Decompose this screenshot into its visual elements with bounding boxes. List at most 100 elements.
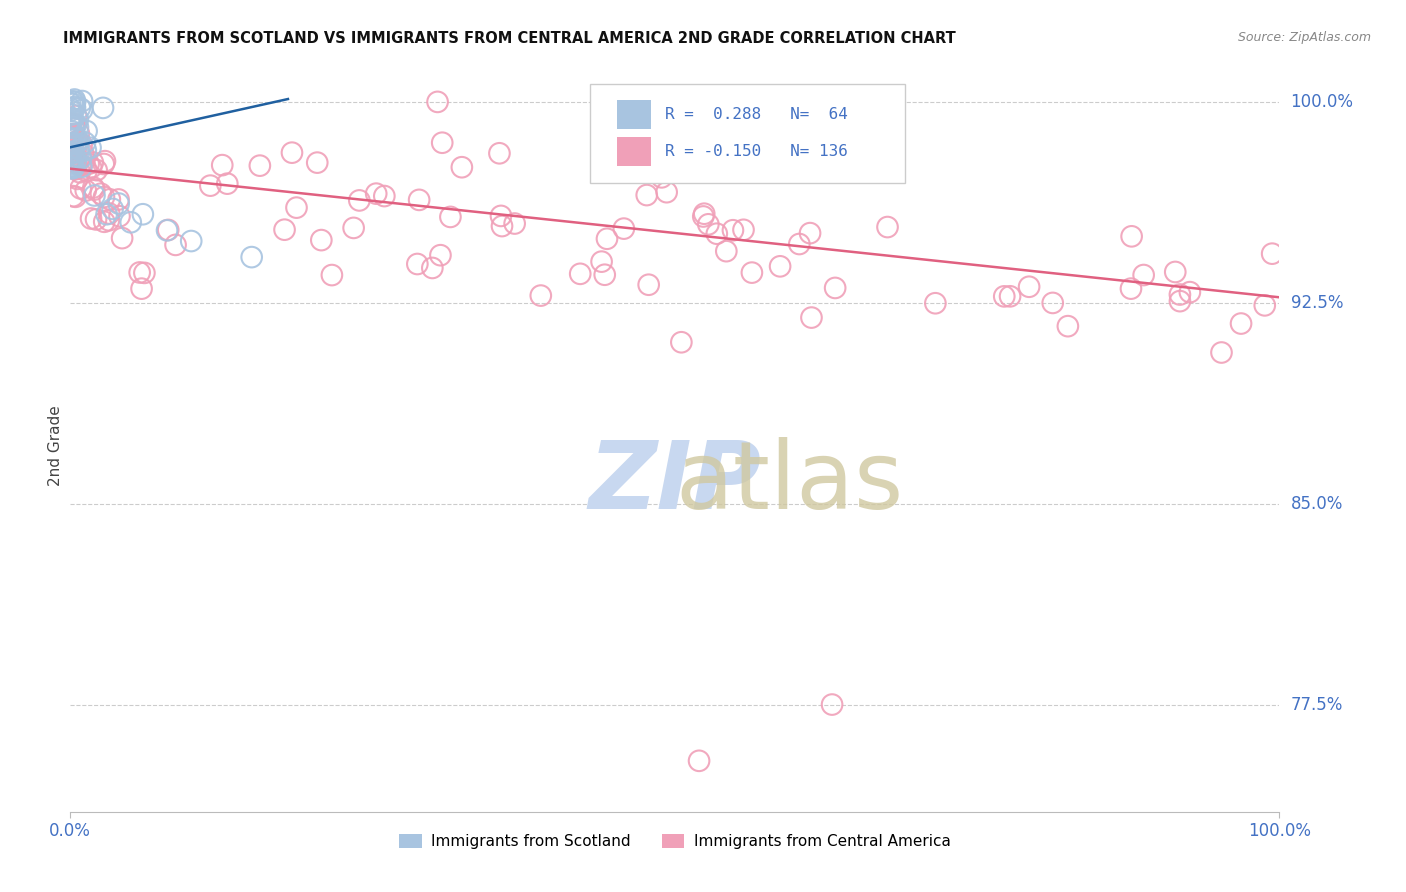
Point: [82, 180, 104, 194]
Point: [769, 260, 792, 274]
Text: IMMIGRANTS FROM SCOTLAND VS IMMIGRANTS FROM CENTRAL AMERICA 2ND GRADE CORRELATIO: IMMIGRANTS FROM SCOTLAND VS IMMIGRANTS F…: [63, 31, 956, 46]
Point: [821, 698, 844, 712]
Text: atlas: atlas: [675, 436, 903, 529]
Point: [406, 257, 429, 271]
Point: [429, 248, 451, 262]
Point: [83, 188, 105, 202]
Point: [90, 186, 112, 201]
Point: [75, 136, 97, 150]
Point: [65, 154, 87, 169]
Point: [63, 117, 86, 131]
Text: 85.0%: 85.0%: [1291, 494, 1343, 513]
Point: [800, 310, 823, 325]
Point: [60, 157, 83, 171]
Point: [693, 207, 716, 221]
Point: [799, 226, 821, 240]
Point: [273, 222, 295, 236]
Point: [62, 142, 84, 156]
Point: [1261, 246, 1284, 260]
Point: [60, 161, 83, 175]
Point: [65, 136, 87, 151]
Point: [636, 188, 658, 202]
Point: [530, 288, 553, 302]
Point: [70, 152, 93, 166]
Point: [1018, 279, 1040, 293]
Point: [131, 282, 153, 296]
Point: [60, 145, 83, 160]
Point: [69, 165, 91, 179]
Point: [1230, 317, 1253, 331]
Point: [688, 754, 710, 768]
Point: [66, 172, 89, 186]
Point: [217, 177, 239, 191]
Point: [200, 178, 222, 193]
Point: [67, 133, 90, 147]
Point: [591, 254, 613, 268]
Legend: Immigrants from Scotland, Immigrants from Central America: Immigrants from Scotland, Immigrants fro…: [394, 828, 956, 855]
Point: [63, 128, 86, 142]
Point: [165, 238, 187, 252]
Point: [65, 118, 87, 132]
Point: [77, 157, 100, 171]
Point: [488, 146, 510, 161]
Point: [450, 160, 472, 174]
Point: [59, 136, 82, 151]
Point: [69, 181, 91, 195]
Point: [94, 154, 117, 169]
Point: [249, 159, 271, 173]
Point: [1254, 298, 1277, 312]
Point: [62, 112, 84, 126]
Point: [59, 155, 82, 169]
Point: [66, 134, 89, 148]
Point: [924, 296, 946, 310]
Point: [285, 201, 308, 215]
Point: [62, 161, 84, 176]
Point: [60, 136, 83, 151]
Point: [741, 266, 763, 280]
Point: [60, 130, 83, 145]
Point: [59, 160, 82, 174]
Point: [62, 97, 84, 112]
Point: [569, 267, 592, 281]
Point: [343, 220, 366, 235]
Point: [65, 132, 87, 146]
Point: [1211, 345, 1233, 359]
Point: [697, 217, 720, 231]
Point: [1119, 282, 1142, 296]
Point: [59, 102, 82, 116]
Point: [75, 184, 97, 198]
Point: [60, 141, 83, 155]
Point: [93, 190, 115, 204]
Point: [366, 186, 388, 201]
Point: [111, 231, 134, 245]
Point: [1132, 268, 1154, 282]
Point: [489, 209, 512, 223]
Point: [60, 129, 83, 144]
Point: [108, 209, 131, 223]
Point: [60, 136, 83, 151]
Point: [613, 221, 636, 235]
Point: [62, 189, 84, 203]
Point: [240, 250, 263, 264]
Point: [59, 116, 82, 130]
Point: [76, 124, 98, 138]
Point: [824, 281, 846, 295]
Point: [1057, 319, 1080, 334]
Point: [59, 96, 82, 111]
Point: [60, 152, 83, 166]
Point: [98, 206, 121, 220]
Point: [70, 137, 93, 152]
Point: [93, 157, 115, 171]
Point: [97, 213, 120, 227]
Point: [120, 215, 142, 229]
Point: [134, 266, 156, 280]
Point: [80, 161, 103, 175]
Text: R =  0.288   N=  64: R = 0.288 N= 64: [665, 107, 848, 122]
Point: [93, 215, 115, 229]
Point: [63, 118, 86, 132]
Point: [1042, 296, 1064, 310]
Point: [75, 164, 97, 178]
Point: [876, 220, 898, 235]
Point: [65, 109, 87, 123]
Point: [62, 150, 84, 164]
